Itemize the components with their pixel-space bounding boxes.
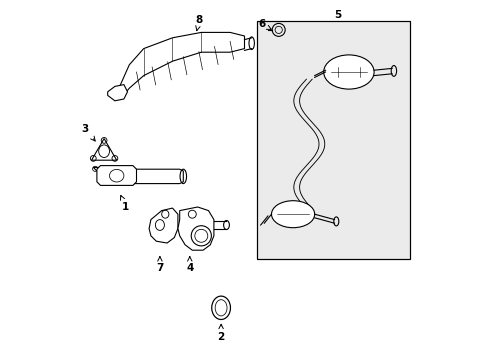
Polygon shape [149,208,178,243]
Polygon shape [93,167,118,182]
Polygon shape [115,32,244,97]
Polygon shape [91,139,117,160]
Text: 3: 3 [81,124,95,141]
Ellipse shape [323,55,373,89]
Polygon shape [178,207,213,250]
Circle shape [191,226,211,246]
Ellipse shape [211,296,230,320]
Text: 4: 4 [186,257,193,273]
Text: 8: 8 [195,15,203,31]
Bar [257,21,409,259]
Text: 1: 1 [120,195,129,212]
Bar [257,21,409,259]
Polygon shape [107,85,127,101]
Ellipse shape [271,201,314,228]
Text: 5: 5 [334,10,341,20]
Text: 6: 6 [258,19,271,30]
Polygon shape [129,169,183,184]
Text: 2: 2 [217,324,224,342]
Text: 7: 7 [156,257,163,273]
Polygon shape [97,166,136,185]
